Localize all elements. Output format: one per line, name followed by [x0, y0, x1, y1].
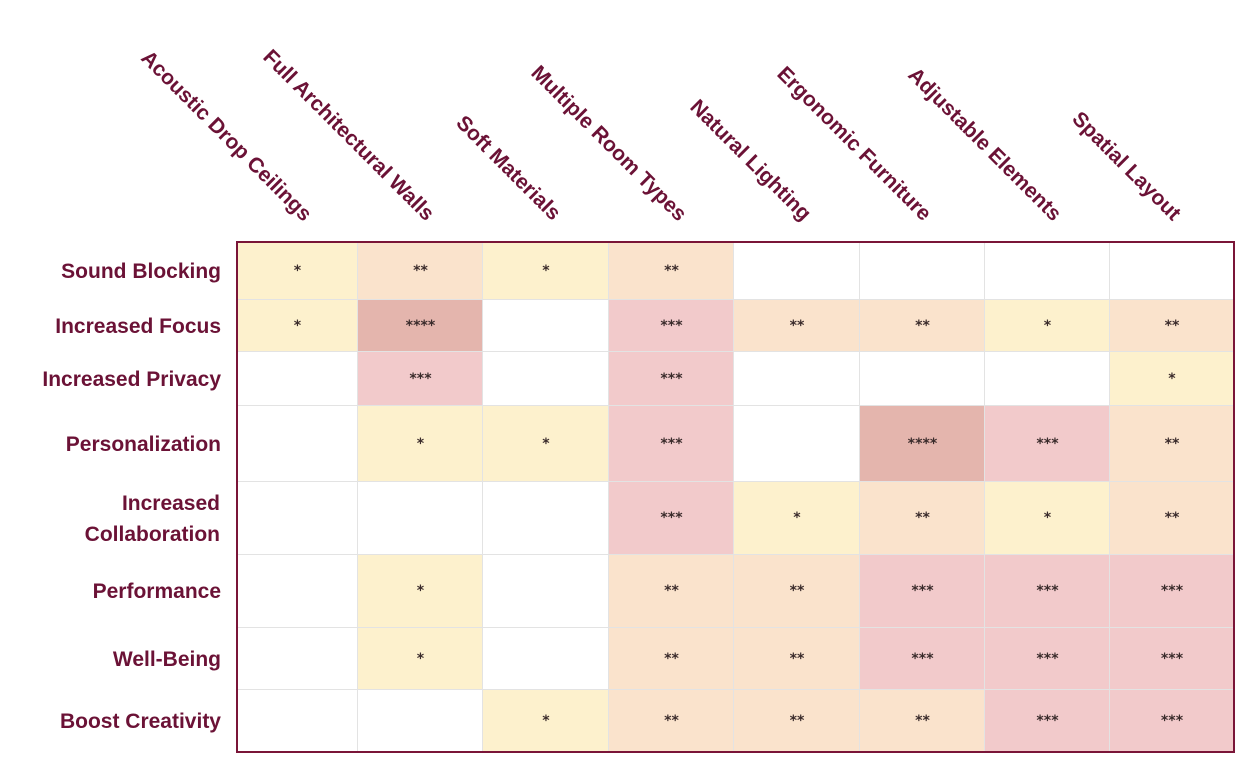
heatmap-cell: ** — [734, 690, 860, 752]
heatmap-cell — [358, 482, 483, 555]
row-header: Personalization — [65, 432, 221, 456]
heatmap-cell — [358, 690, 483, 752]
heatmap-cell: **** — [860, 406, 985, 482]
heatmap-cell: *** — [1110, 690, 1234, 752]
heatmap-cell — [985, 352, 1110, 406]
heatmap-cell — [860, 242, 985, 300]
heatmap-cell: *** — [358, 352, 483, 406]
heatmap-cell — [237, 555, 358, 628]
heatmap-cell: * — [1110, 352, 1234, 406]
heatmap-cell: ** — [734, 555, 860, 628]
column-header: Spatial Layout — [1067, 107, 1186, 226]
heatmap-cell — [237, 482, 358, 555]
heatmap-cell: *** — [985, 628, 1110, 690]
heatmap-cell: *** — [985, 406, 1110, 482]
row-header: Increased Collaboration — [84, 491, 220, 546]
heatmap-cell: * — [358, 406, 483, 482]
heatmap-cell — [237, 628, 358, 690]
heatmap-cell — [860, 352, 985, 406]
heatmap-cell: ** — [734, 300, 860, 352]
heatmap-cell: ** — [860, 482, 985, 555]
heatmap-cell: ** — [609, 628, 734, 690]
heatmap-cell: *** — [985, 690, 1110, 752]
heatmap-cell: * — [985, 300, 1110, 352]
column-header: Adjustable Elements — [903, 62, 1066, 226]
heatmap-cell: *** — [985, 555, 1110, 628]
heatmap-cell — [734, 242, 860, 300]
heatmap-cell — [237, 690, 358, 752]
heatmap-cell: ** — [860, 690, 985, 752]
heatmap-cell: ** — [734, 628, 860, 690]
row-header: Boost Creativity — [59, 709, 221, 733]
column-header: Soft Materials — [451, 111, 566, 226]
row-header: Sound Blocking — [61, 259, 221, 283]
heatmap-cell: *** — [1110, 628, 1234, 690]
heatmap-cell — [483, 628, 609, 690]
heatmap-cell: *** — [1110, 555, 1234, 628]
heatmap-cell — [734, 352, 860, 406]
heatmap-cell: *** — [609, 482, 734, 555]
heatmap-cell: *** — [860, 628, 985, 690]
heatmap-cell: *** — [609, 352, 734, 406]
heatmap-cell: * — [358, 555, 483, 628]
heatmap-cell: ** — [609, 690, 734, 752]
heatmap-cell: *** — [609, 300, 734, 352]
heatmap-cell: ** — [358, 242, 483, 300]
heatmap-cell — [483, 300, 609, 352]
heatmap-cell: * — [985, 482, 1110, 555]
heatmap-cell: ** — [860, 300, 985, 352]
heatmap-cell: * — [237, 242, 358, 300]
heatmap-cell: ** — [1110, 406, 1234, 482]
heatmap-cell: * — [734, 482, 860, 555]
heatmap-cell — [1110, 242, 1234, 300]
row-header: Performance — [92, 580, 221, 603]
heatmap-cell — [237, 406, 358, 482]
heatmap-cell — [483, 482, 609, 555]
heatmap-cell: ** — [609, 242, 734, 300]
heatmap-cell: * — [237, 300, 358, 352]
heatmap-cell: * — [358, 628, 483, 690]
heatmap-cell — [483, 555, 609, 628]
heatmap-cell: * — [483, 406, 609, 482]
heatmap-cell: **** — [358, 300, 483, 352]
heatmap-cell: *** — [609, 406, 734, 482]
heatmap-cell — [237, 352, 358, 406]
heatmap-cell: * — [483, 690, 609, 752]
heatmap-cell — [734, 406, 860, 482]
heatmap-cell: ** — [1110, 300, 1234, 352]
heatmap-cell: * — [483, 242, 609, 300]
row-header: Increased Focus — [55, 314, 221, 338]
heatmap-cell — [985, 242, 1110, 300]
column-header: Natural Lighting — [685, 95, 816, 226]
row-header: Increased Privacy — [42, 367, 221, 391]
heatmap-cell: ** — [1110, 482, 1234, 555]
row-header: Well-Being — [112, 647, 221, 671]
heatmap-cell: *** — [860, 555, 985, 628]
heatmap-cell — [483, 352, 609, 406]
heatmap-cell: ** — [609, 555, 734, 628]
